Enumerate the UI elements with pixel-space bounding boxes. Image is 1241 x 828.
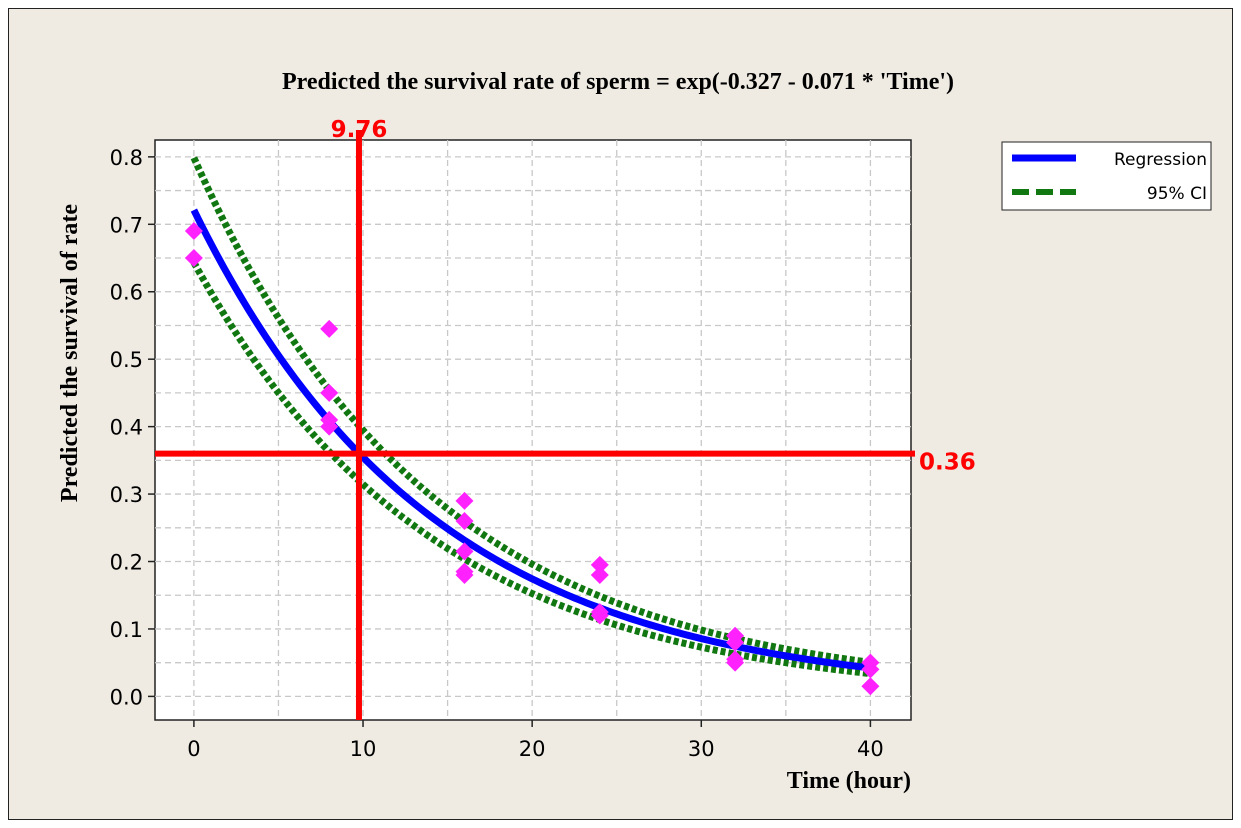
legend: Regression 95% CI <box>1001 141 1212 211</box>
y-tick-label: 0.2 <box>110 551 143 575</box>
legend-box <box>1001 141 1212 211</box>
observed-point <box>726 633 745 652</box>
regression-line <box>190 208 871 672</box>
observed-point <box>320 417 339 436</box>
confidence-band <box>190 156 871 678</box>
regression-curve <box>190 208 871 672</box>
regression-chart: Predicted the survival rate of sperm = e… <box>57 69 1212 794</box>
plot-area <box>154 139 912 721</box>
ci-upper-line <box>190 156 871 666</box>
y-tick-label: 0.3 <box>110 483 143 507</box>
y-tick-label: 0.6 <box>110 281 143 305</box>
observed-point <box>861 660 880 679</box>
observed-point <box>861 677 880 696</box>
reference-label-horizontal: 0.36 <box>919 450 976 476</box>
ci-lower-line <box>190 260 871 678</box>
chart-window: Predicted the survival rate of sperm = e… <box>8 8 1233 820</box>
y-tick-label: 0.8 <box>110 146 143 170</box>
observed-point <box>455 512 474 531</box>
observed-points <box>184 222 880 696</box>
y-tick-label: 0.1 <box>110 618 143 642</box>
reference-label-vertical: 9.76 <box>331 117 388 143</box>
x-tick-label: 10 <box>350 737 377 761</box>
observed-point <box>184 249 203 268</box>
observed-point <box>455 566 474 584</box>
x-axis-label: Time (hour) <box>787 768 911 794</box>
y-tick-label: 0.0 <box>110 685 143 709</box>
y-axis-label: Predicted the survival of rate <box>57 204 83 502</box>
legend-label-ci: 95% CI <box>1147 184 1207 204</box>
y-tick-label: 0.4 <box>110 416 143 440</box>
observed-point <box>590 606 609 625</box>
observed-point <box>590 566 609 584</box>
axis-ticks: 0 10 20 30 40 0.0 0.1 0.2 0.3 0.4 0.5 0.6 0.7 0.8 <box>110 146 884 761</box>
x-tick-label: 40 <box>857 737 884 761</box>
chart-title: Predicted the survival rate of sperm = e… <box>282 69 954 95</box>
x-tick-label: 0 <box>187 737 200 761</box>
x-tick-label: 30 <box>688 737 715 761</box>
y-tick-label: 0.7 <box>110 213 143 237</box>
observed-point <box>726 653 745 672</box>
observed-point <box>590 555 609 574</box>
x-tick-label: 20 <box>519 737 546 761</box>
observed-point <box>320 319 339 338</box>
observed-point <box>320 383 339 402</box>
observed-point <box>184 222 203 241</box>
observed-point <box>455 491 474 510</box>
y-tick-label: 0.5 <box>110 348 143 372</box>
reference-lines: 9.76 0.36 <box>155 117 976 720</box>
legend-label-regression: Regression <box>1114 150 1207 170</box>
observed-point <box>455 542 474 561</box>
